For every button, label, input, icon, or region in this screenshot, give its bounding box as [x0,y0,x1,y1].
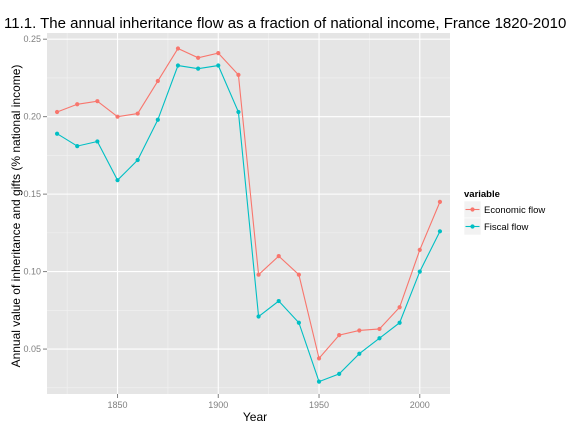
fiscal-flow-point [316,379,322,384]
y-tick-label: 0.25 [23,34,41,44]
x-axis-title: Year [243,410,267,424]
fiscal-flow-point [196,66,201,71]
fiscal-flow-point [54,131,60,136]
fiscal-flow-point [377,336,382,341]
economic-flow-point [115,114,120,119]
fiscal-flow-line [56,64,441,383]
y-tick-label: 0.15 [23,189,41,199]
fiscal-flow-point [175,63,181,68]
economic-flow-point [337,333,342,338]
economic-flow-point [175,46,181,51]
legend-title: variable [464,189,500,200]
legend: variable Economic flow Fiscal flow [463,189,545,236]
y-tick-label: 0.05 [23,344,41,354]
economic-flow-point [357,328,362,333]
fiscal-flow-point [216,63,221,68]
legend-label-economic-flow: Economic flow [484,205,545,216]
legend-key-point-fiscal-flow [470,224,475,229]
economic-flow-point [417,247,422,253]
economic-flow-point [437,199,443,204]
fiscal-flow-point [75,144,80,149]
economic-flow-point [75,102,80,107]
y-tick-label: 0.20 [23,112,41,122]
fiscal-flow-point [95,139,100,144]
fiscal-flow-point [135,157,140,163]
economic-flow-point [276,254,281,259]
fiscal-flow-point [337,371,342,376]
economic-flow-point [377,326,382,332]
economic-flow-point [316,356,322,361]
y-tick-label: 0.10 [23,267,41,277]
fiscal-flow-point [437,229,443,234]
minor-gridlines [47,33,450,394]
legend-key-point-economic-flow [470,207,475,212]
economic-flow-point [135,111,140,116]
x-tick-label: 1900 [208,400,228,410]
fiscal-flow-point [357,351,362,356]
economic-flow-point [54,109,60,115]
legend-label-fiscal-flow: Fiscal flow [484,222,528,233]
series-layer [54,46,443,384]
fiscal-flow-point [236,109,241,115]
economic-flow-point [397,305,402,310]
economic-flow-point [296,272,301,277]
fiscal-flow-point [276,298,281,304]
fiscal-flow-point [115,178,120,183]
fiscal-flow-point [397,320,402,325]
y-axis-title: Annual value of inheritance and gifts (%… [9,65,23,368]
x-tick-label: 1850 [108,400,128,410]
economic-flow-line [56,47,441,360]
economic-flow-point [155,78,160,84]
economic-flow-point [236,72,241,77]
major-gridlines [47,33,450,394]
chart-title: 11.1. The annual inheritance flow as a f… [4,15,566,32]
x-tick-label: 2000 [410,400,430,410]
economic-flow-point [216,51,221,56]
fiscal-flow-point [296,320,301,325]
fiscal-flow-point [155,117,160,122]
fiscal-flow-point [256,314,261,319]
economic-flow-point [196,55,201,60]
axes-layer: 1850 1900 1950 2000 0.05 0.10 0.15 0.20 0.25 [23,34,429,410]
economic-flow-point [256,272,261,277]
fiscal-flow-point [417,269,422,274]
x-tick-label: 1950 [309,400,329,410]
economic-flow-point [95,99,100,104]
